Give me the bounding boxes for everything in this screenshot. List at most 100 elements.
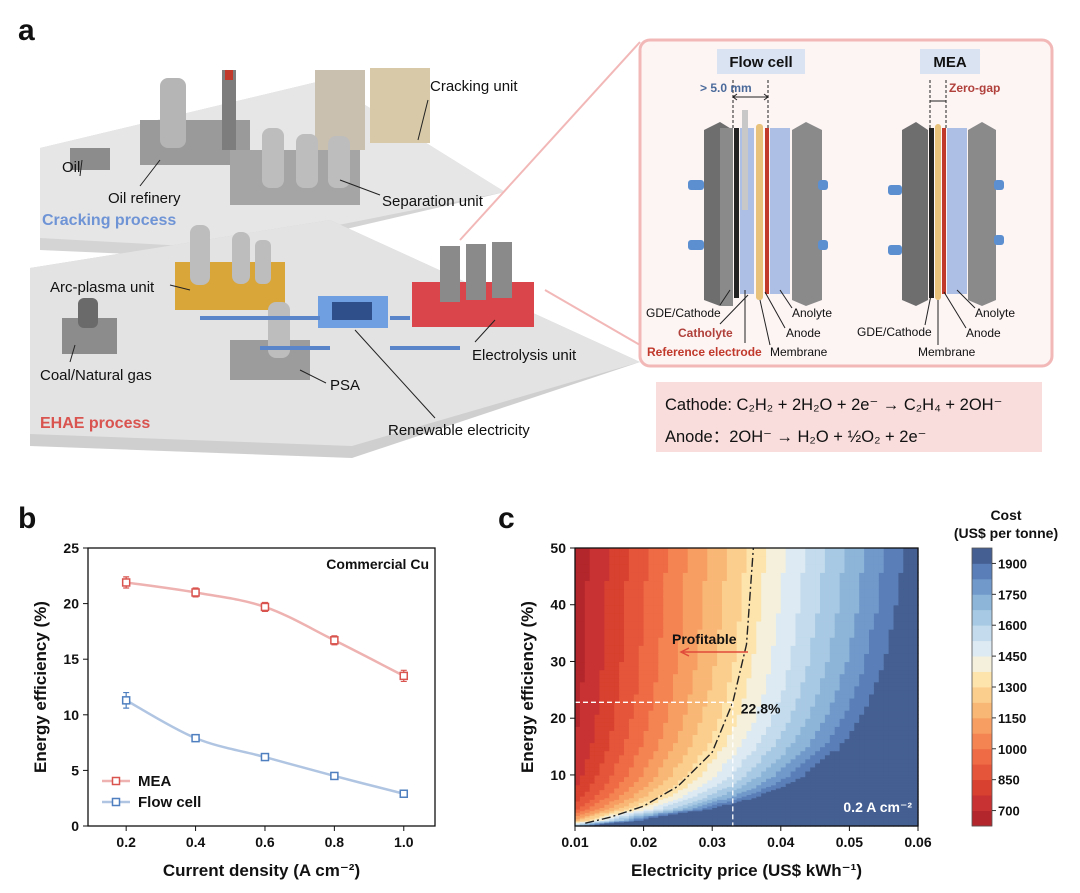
contour-cell [589,791,596,794]
contour-cell [687,730,694,736]
contour-cell [873,796,880,799]
contour-cell [648,718,654,723]
contour-cell [810,776,816,779]
contour-cell [575,730,581,736]
contour-cell [771,653,777,663]
contour-cell [898,821,904,824]
contour-cell [903,776,909,779]
contour-cell [589,730,596,736]
contour-cell [741,742,748,748]
contour-cell [643,661,650,667]
unit-label: Cracking unit [430,78,518,95]
contour-cell [780,823,787,825]
contour-cell [712,669,718,675]
contour-cell [604,802,610,805]
contour-cell [619,681,625,687]
contour-cell [643,693,650,699]
contour-cell [761,734,767,740]
contour-cell [673,612,679,622]
contour-cell [883,808,890,812]
contour-cell [614,784,620,787]
contour-cell [780,645,787,654]
contour-cell [677,734,684,740]
contour-cell [829,742,836,748]
contour-cell [785,820,792,822]
contour-cell [682,718,689,723]
contour-cell [741,629,748,638]
contour-cell [746,677,752,683]
contour-cell [849,754,855,760]
contour-cell [599,794,605,797]
contour-cell [908,823,914,825]
equation: Anode：2OH⁻ → H₂O + ½O₂ + 2e⁻ [665,428,926,446]
contour-cell [731,781,738,784]
contour-cell [869,776,875,779]
contour-cell [815,689,821,695]
contour-cell [619,776,625,779]
contour-cell [908,665,914,671]
contour-cell [707,787,713,791]
contour-cell [805,706,811,711]
contour-cell [839,789,846,792]
contour-cell [633,629,640,638]
contour-cell [775,738,782,744]
contour-cell [780,787,787,791]
contour-cell [780,754,787,760]
contour-cell [834,766,841,772]
contour-cell [579,762,586,768]
contour-cell [888,807,895,810]
contour-cell [805,779,811,783]
contour-cell [736,817,743,820]
contour-cell [624,794,630,797]
contour-cell [594,750,601,756]
contour-cell [658,669,664,675]
contour-cell [712,673,718,679]
contour-cell [859,807,865,810]
contour-cell [844,706,850,711]
contour-cell [731,783,738,786]
contour-cell [869,824,875,826]
contour-cell [756,746,762,752]
contour-cell [839,685,846,691]
contour-cell [697,718,703,723]
contour-cell [692,808,699,812]
contour-cell [834,665,841,671]
contour-cell [614,620,620,630]
contour-cell [677,786,684,789]
contour-cell [800,804,806,807]
contour-cell [692,726,699,731]
contour-cell [624,817,630,820]
contour-cell [829,794,836,797]
contour-cell [903,697,909,703]
contour-cell [682,766,689,772]
contour-cell [775,697,782,703]
contour-cell [628,821,635,824]
contour-cell [599,774,605,778]
contour-cell [594,796,601,799]
contour-cell [756,784,762,787]
contour-cell [820,812,826,815]
contour-cell [780,804,787,807]
contour-cell [790,815,797,818]
contour-cell [829,807,836,810]
contour-cell [751,665,757,671]
contour-cell [800,620,806,630]
contour-cell [722,778,728,781]
contour-cell [594,734,601,740]
contour-cell [731,637,738,646]
contour-cell [643,794,650,797]
contour-cell [824,746,831,752]
contour-cell [859,818,865,821]
contour-cell [668,779,674,783]
contour-cell [589,815,596,818]
contour-cell [746,754,752,760]
contour-cell [834,677,841,683]
contour-cell [712,808,718,812]
contour-cell [589,796,596,799]
contour-cell [614,730,620,736]
contour-cell [805,714,811,719]
contour-cell [869,620,875,630]
contour-cell [575,726,581,731]
contour-cell [795,787,801,791]
contour-cell [820,762,826,768]
